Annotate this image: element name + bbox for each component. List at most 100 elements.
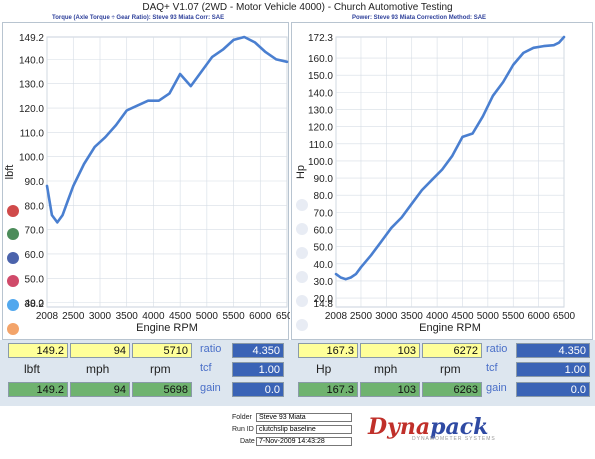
- y-tick-label: 40.0: [25, 299, 45, 310]
- plot-area: [335, 36, 565, 308]
- y-tick-label: 60.0: [25, 250, 45, 261]
- data-point: [67, 199, 69, 202]
- mph-label: mph: [86, 362, 110, 376]
- readout-panel: 149.2 94 5710 ratio 4.350 lbft mph rpm t…: [0, 340, 595, 406]
- gain-value-right[interactable]: 0.0: [516, 382, 590, 397]
- series-line: [334, 35, 566, 281]
- series-line: [45, 35, 289, 224]
- y-tick-label: 80.0: [25, 201, 45, 212]
- data-point: [355, 273, 357, 275]
- data-point: [56, 221, 58, 223]
- x-tick-label: 4500: [169, 311, 192, 322]
- legend-dot-empty[interactable]: [296, 271, 308, 283]
- power-chart[interactable]: 160.0 150.0 140.0 130.0 120.0 110.0 100.0 90.0 8…: [291, 22, 593, 340]
- x-tick-label: 6000: [527, 311, 550, 322]
- data-point: [190, 85, 192, 87]
- data-point: [543, 45, 545, 47]
- legend-dot-green[interactable]: [7, 228, 19, 240]
- legend-dot-red[interactable]: [7, 205, 19, 217]
- data-point: [350, 276, 352, 279]
- x-tick-label: 4000: [426, 311, 449, 322]
- y-top-label: 172.3: [308, 33, 333, 44]
- x-tick-label: 3000: [375, 311, 398, 322]
- folder-field[interactable]: Steve 93 Miata: [256, 413, 352, 422]
- data-point: [492, 95, 494, 97]
- legend-dot-empty[interactable]: [296, 223, 308, 235]
- data-point: [441, 168, 443, 171]
- tcf-value-right[interactable]: 1.00: [516, 362, 590, 377]
- ratio-label: ratio: [200, 343, 222, 355]
- data-point: [147, 100, 149, 102]
- torque-value-bottom: 149.2: [8, 382, 68, 397]
- x-tick-label: 2500: [62, 311, 85, 322]
- x-tick-label: 6500: [553, 311, 576, 322]
- data-point: [168, 92, 171, 95]
- data-point: [522, 52, 524, 54]
- left-chart-subtitle: Torque (Axle Torque ÷ Gear Ratio): Steve…: [52, 15, 225, 21]
- data-point: [472, 132, 474, 135]
- data-point: [461, 136, 464, 138]
- tcf-label-right: tcf: [486, 362, 498, 374]
- data-point: [512, 64, 514, 66]
- data-point: [345, 278, 347, 280]
- torque-chart[interactable]: 140.0 130.0 120.0 110.0 100.0 90.0 80.0 70.0 60.…: [2, 22, 290, 340]
- data-point: [211, 56, 213, 58]
- hp-value-bottom: 167.3: [298, 382, 358, 397]
- mph-value-top: 94: [70, 343, 130, 358]
- x-tick-label: 3500: [116, 311, 139, 322]
- data-point: [286, 61, 288, 63]
- data-point: [532, 47, 535, 49]
- data-point: [72, 185, 74, 187]
- torque-chart-svg: 140.0 130.0 120.0 110.0 100.0 90.0 80.0 70.0 60.…: [4, 33, 290, 334]
- hp-label: Hp: [316, 362, 332, 376]
- legend-dot-lightblue[interactable]: [7, 299, 19, 311]
- legend-dot-orange[interactable]: [7, 323, 19, 335]
- x-tick-label: 4500: [451, 311, 474, 322]
- data-point: [380, 240, 382, 243]
- rpm-value-bottom-right: 6263: [422, 382, 482, 397]
- mph-value-bottom: 94: [70, 382, 130, 397]
- tcf-label: tcf: [200, 362, 212, 374]
- rpm-value-top: 5710: [132, 343, 192, 358]
- x-tick-label: 2500: [350, 311, 373, 322]
- x-axis-label: Engine RPM: [136, 322, 198, 334]
- tcf-value[interactable]: 1.00: [232, 362, 284, 377]
- ratio-value-right[interactable]: 4.350: [516, 343, 590, 358]
- legend-dot-empty[interactable]: [296, 295, 308, 307]
- y-tick-label: 110.0: [20, 128, 45, 139]
- legend-dot-pink[interactable]: [7, 275, 19, 287]
- date-field[interactable]: 7-Nov-2009 14:43:28: [256, 437, 352, 446]
- y-axis-label: lbft: [4, 165, 16, 180]
- gain-value[interactable]: 0.0: [232, 382, 284, 397]
- y-tick-label: 20.0: [314, 294, 334, 305]
- data-point: [158, 100, 160, 102]
- data-point: [200, 70, 203, 73]
- data-point: [502, 81, 504, 83]
- dynapack-logo: Dynapack: [368, 414, 489, 440]
- y-tick-label: 140.0: [308, 88, 333, 99]
- data-point: [115, 124, 117, 126]
- data-point: [265, 51, 267, 53]
- run-id-field[interactable]: clutchslip baseline: [256, 425, 352, 434]
- right-chart-subtitle: Power: Steve 93 Miata Correction Method:…: [352, 15, 487, 21]
- data-point: [563, 36, 565, 38]
- legend-dot-blue[interactable]: [7, 252, 19, 264]
- data-point: [390, 227, 393, 229]
- data-point: [335, 273, 337, 275]
- data-point: [136, 104, 139, 107]
- legend-dot-empty[interactable]: [296, 199, 308, 211]
- legend-dot-empty[interactable]: [296, 247, 308, 259]
- logo-tagline: DYNAMOMETER SYSTEMS: [412, 436, 496, 442]
- data-point: [275, 58, 277, 60]
- data-point: [411, 203, 413, 205]
- mph-value-top-right: 103: [360, 343, 420, 358]
- ratio-value[interactable]: 4.350: [232, 343, 284, 358]
- torque-value-top: 149.2: [8, 343, 68, 358]
- legend-dot-empty[interactable]: [296, 319, 308, 331]
- y-tick-label: 140.0: [19, 55, 44, 66]
- y-tick-label: 110.0: [309, 140, 334, 151]
- data-point: [553, 44, 555, 46]
- mph-value-bottom-right: 103: [360, 382, 420, 397]
- x-tick-label: 6000: [249, 311, 272, 322]
- y-tick-label: 120.0: [19, 104, 44, 115]
